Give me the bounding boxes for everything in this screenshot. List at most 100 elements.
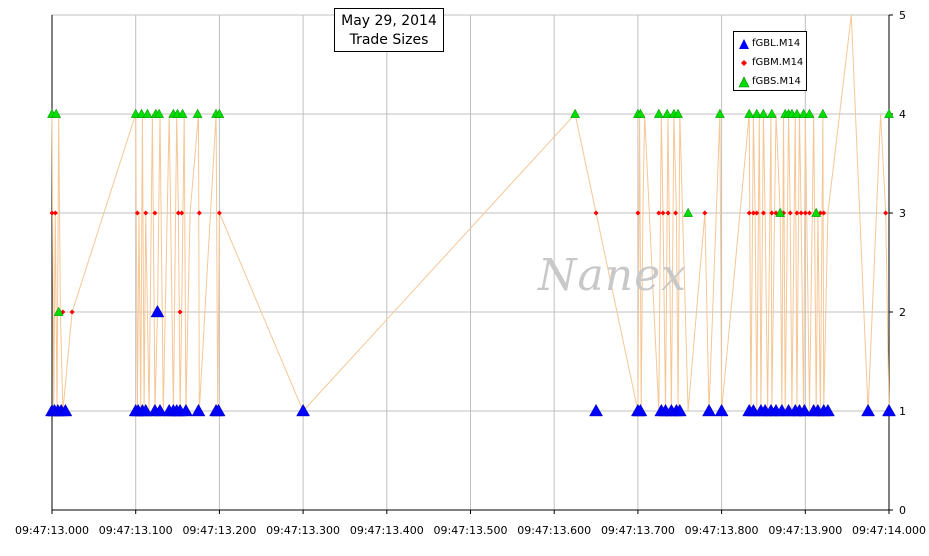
data-point — [179, 210, 185, 216]
data-point — [58, 403, 73, 417]
data-point — [775, 207, 786, 217]
data-point — [683, 207, 694, 217]
data-point — [191, 403, 206, 417]
data-point — [593, 210, 599, 216]
data-point — [787, 210, 793, 216]
data-point — [660, 210, 666, 216]
data-point — [806, 210, 812, 216]
legend-entry: fGBS.M14 — [738, 72, 806, 91]
data-point — [635, 108, 646, 118]
data-point — [633, 403, 648, 417]
data-point — [673, 210, 679, 216]
y-tick-label: 3 — [899, 207, 906, 220]
data-point — [134, 210, 140, 216]
legend: fGBL.M14 fGBM.M14 fGBS.M14 — [733, 31, 807, 91]
data-point — [177, 309, 183, 315]
x-tick-label: 09:47:14.000 — [852, 524, 926, 537]
data-point — [216, 210, 222, 216]
chart-subtitle: Trade Sizes — [349, 32, 429, 48]
data-point — [49, 210, 55, 216]
x-tick-label: 09:47:13.200 — [182, 524, 256, 537]
data-point — [794, 210, 800, 216]
legend-label: fGBM.M14 — [752, 57, 804, 68]
data-point — [177, 108, 188, 118]
data-point — [53, 306, 64, 316]
data-point — [153, 403, 167, 417]
data-point — [662, 108, 673, 118]
data-point — [861, 403, 876, 417]
y-tick-label: 0 — [899, 504, 906, 517]
data-point — [769, 210, 775, 216]
legend-label: fGBL.M14 — [752, 38, 801, 49]
x-axis: 09:47:13.000 09:47:13.100 09:47:13.200 09:4… — [15, 15, 926, 537]
x-tick-label: 09:47:13.000 — [15, 524, 89, 537]
legend-label: fGBS.M14 — [752, 76, 801, 87]
data-point — [884, 108, 894, 118]
data-point — [635, 210, 641, 216]
data-point — [69, 309, 75, 315]
data-point — [751, 108, 762, 118]
x-tick-label: 09:47:13.900 — [768, 524, 842, 537]
data-point — [821, 210, 827, 216]
legend-blue-triangle-icon — [739, 38, 749, 49]
data-point — [570, 108, 581, 118]
data-point — [746, 210, 752, 216]
data-point — [797, 403, 812, 417]
y-tick-label: 1 — [899, 405, 906, 418]
x-tick-label: 09:47:13.700 — [601, 524, 675, 537]
data-point — [750, 210, 756, 216]
data-point — [51, 108, 62, 118]
data-point — [589, 403, 603, 417]
data-point — [673, 108, 683, 118]
data-point — [296, 403, 311, 417]
data-point — [214, 108, 225, 118]
data-point — [702, 210, 708, 216]
data-point — [758, 108, 769, 118]
y-tick-label: 5 — [899, 9, 906, 22]
data-point — [883, 210, 889, 216]
data-point — [882, 403, 896, 417]
y-axis: 0 1 2 3 4 5 — [888, 9, 906, 517]
data-point — [192, 108, 203, 118]
legend-entry: fGBM.M14 — [738, 53, 806, 72]
data-point — [142, 108, 153, 118]
data-point — [792, 108, 802, 118]
data-point — [52, 210, 58, 216]
y-tick-label: 4 — [899, 108, 906, 121]
x-tick-label: 09:47:13.400 — [350, 524, 424, 537]
data-point — [672, 403, 687, 417]
chart-title: May 29, 2014 — [341, 13, 437, 29]
data-point — [766, 108, 777, 118]
data-point — [175, 210, 181, 216]
data-point — [804, 108, 815, 118]
data-point — [196, 210, 202, 216]
data-point — [798, 210, 804, 216]
data-point — [656, 210, 662, 216]
y-tick-label: 2 — [899, 306, 906, 319]
legend-green-triangle-icon — [738, 75, 750, 87]
data-point — [760, 210, 766, 216]
data-point — [820, 403, 835, 417]
data-point — [152, 210, 158, 216]
data-point — [178, 403, 193, 417]
data-point — [802, 210, 808, 216]
data-point — [150, 304, 165, 318]
x-tick-label: 09:47:13.600 — [517, 524, 591, 537]
data-point — [154, 108, 165, 118]
data-point — [143, 210, 149, 216]
data-point — [714, 403, 729, 417]
data-points — [45, 108, 896, 417]
data-point — [665, 210, 671, 216]
legend-red-diamond-icon — [741, 59, 747, 66]
legend-entry: fGBL.M14 — [738, 34, 806, 53]
data-point — [744, 108, 755, 118]
data-point — [138, 403, 153, 417]
x-tick-label: 09:47:13.300 — [266, 524, 340, 537]
x-tick-label: 09:47:13.100 — [99, 524, 173, 537]
data-point — [211, 403, 226, 417]
data-point — [702, 403, 716, 417]
x-tick-label: 09:47:13.500 — [434, 524, 508, 537]
data-point — [653, 108, 664, 118]
watermark: Nanex — [538, 250, 687, 301]
